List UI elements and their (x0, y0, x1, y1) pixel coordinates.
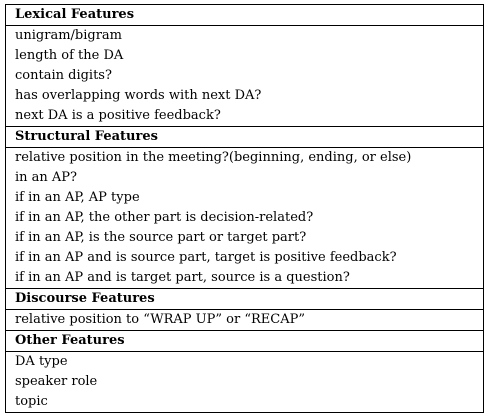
feature-row: relative position to “WRAP UP” or “RECAP… (5, 309, 484, 331)
feature-row: next DA is a positive feedback? (5, 106, 484, 127)
feature-item: if in an AP and is target part, source i… (5, 268, 484, 289)
feature-item: next DA is a positive feedback? (5, 106, 484, 127)
feature-row: in an AP? (5, 168, 484, 188)
feature-row: if in an AP, is the source part or targe… (5, 228, 484, 248)
feature-table-container: Lexical Features unigram/bigram length o… (5, 4, 484, 413)
feature-row: if in an AP, the other part is decision-… (5, 208, 484, 228)
feature-item: contain digits? (5, 66, 484, 86)
section-title-structural: Structural Features (5, 126, 484, 148)
feature-row: length of the DA (5, 46, 484, 66)
section-title-other: Other Features (5, 330, 484, 352)
feature-item: if in an AP, is the source part or targe… (5, 228, 484, 248)
feature-item: length of the DA (5, 46, 484, 66)
feature-row: if in an AP and is source part, target i… (5, 248, 484, 268)
feature-item: relative position in the meeting?(beginn… (5, 147, 484, 168)
feature-item: speaker role (5, 372, 484, 392)
feature-row: DA type (5, 351, 484, 372)
feature-row: relative position in the meeting?(beginn… (5, 147, 484, 168)
feature-item: in an AP? (5, 168, 484, 188)
section-title-discourse: Discourse Features (5, 288, 484, 310)
feature-item: unigram/bigram (5, 25, 484, 46)
feature-row: speaker role (5, 372, 484, 392)
section-header-row: Discourse Features (5, 288, 484, 310)
section-title-lexical: Lexical Features (5, 4, 484, 26)
section-header-row: Structural Features (5, 126, 484, 148)
section-header-row: Other Features (5, 330, 484, 352)
feature-row: has overlapping words with next DA? (5, 86, 484, 106)
feature-item: relative position to “WRAP UP” or “RECAP… (5, 309, 484, 331)
feature-table: Lexical Features unigram/bigram length o… (5, 4, 484, 413)
feature-row: unigram/bigram (5, 25, 484, 46)
feature-item: has overlapping words with next DA? (5, 86, 484, 106)
feature-item: if in an AP, AP type (5, 188, 484, 208)
feature-row: topic (5, 392, 484, 413)
feature-item: topic (5, 392, 484, 413)
section-header-row: Lexical Features (5, 4, 484, 26)
feature-item: if in an AP and is source part, target i… (5, 248, 484, 268)
feature-item: DA type (5, 351, 484, 372)
feature-row: if in an AP, AP type (5, 188, 484, 208)
feature-row: if in an AP and is target part, source i… (5, 268, 484, 289)
feature-row: contain digits? (5, 66, 484, 86)
feature-item: if in an AP, the other part is decision-… (5, 208, 484, 228)
